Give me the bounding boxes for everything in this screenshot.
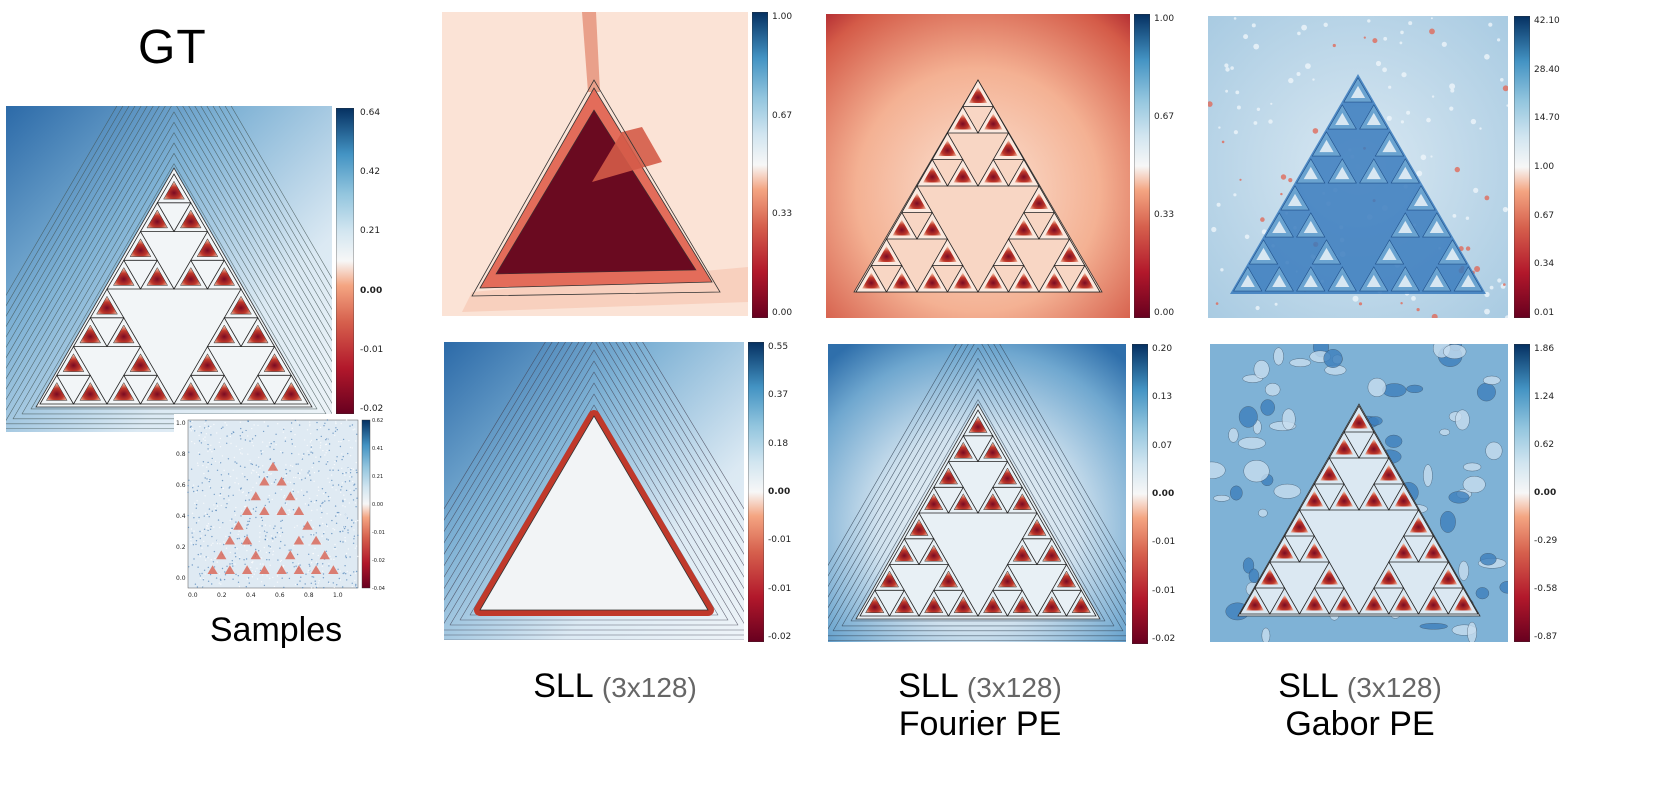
fourier-caption: SLL (3x128) Fourier PE <box>860 668 1100 742</box>
gt-title: GT <box>138 20 207 75</box>
colorbar-tick: 14.70 <box>1534 113 1560 123</box>
sll-caption-arch: (3x128) <box>602 672 697 703</box>
colorbar-tick: 0.21 <box>360 226 380 236</box>
colorbar-tick: 0.37 <box>768 390 788 400</box>
samples-colorbar-tick: -0.01 <box>372 530 385 536</box>
samples-y-tick: 0.8 <box>176 451 186 458</box>
fourier-bottom-heatmap <box>828 344 1126 642</box>
colorbar-tick: 0.01 <box>1534 308 1554 318</box>
samples-colorbar-ticks: 0.62 0.41 0.21 0.00 -0.01 -0.02 -0.04 <box>372 418 394 594</box>
fourier-top-colorbar-ticks: 1.00 0.67 0.33 0.00 <box>1154 14 1194 318</box>
samples-x-tick: 0.8 <box>304 592 314 599</box>
samples-colorbar-tick: 0.62 <box>372 418 383 424</box>
colorbar-tick: 28.40 <box>1534 65 1560 75</box>
colorbar-tick: 0.64 <box>360 108 380 118</box>
samples-colorbar-tick: 0.41 <box>372 446 383 452</box>
colorbar-tick: -0.01 <box>1152 537 1175 547</box>
colorbar-tick: 0.13 <box>1152 392 1172 402</box>
colorbar-tick: 1.00 <box>1534 162 1554 172</box>
colorbar-tick: -0.01 <box>360 345 383 355</box>
colorbar-tick: -0.02 <box>1152 634 1175 644</box>
colorbar-tick: 0.00 <box>772 308 792 318</box>
colorbar-tick: 0.42 <box>360 167 380 177</box>
gabor-caption: SLL (3x128) Gabor PE <box>1240 668 1480 742</box>
colorbar-tick: -0.87 <box>1534 632 1557 642</box>
samples-x-tick: 0.2 <box>217 592 227 599</box>
colorbar-tick: 0.33 <box>772 209 792 219</box>
colorbar-tick: 0.55 <box>768 342 788 352</box>
samples-caption: Samples <box>206 612 346 648</box>
samples-x-tick: 0.6 <box>275 592 285 599</box>
samples-y-tick: 1.0 <box>176 420 186 427</box>
fourier-top-heatmap <box>826 14 1130 318</box>
sll-top-heatmap <box>442 12 748 316</box>
colorbar-tick: 0.34 <box>1534 259 1554 269</box>
samples-inset <box>174 414 394 600</box>
sll-bottom-colorbar <box>748 342 764 642</box>
samples-colorbar-tick: -0.02 <box>372 558 385 564</box>
samples-y-tick: 0.4 <box>176 513 186 520</box>
gabor-top-heatmap <box>1208 16 1508 318</box>
colorbar-tick: 0.67 <box>772 111 792 121</box>
gabor-top-colorbar-ticks: 42.10 28.40 14.70 1.00 0.67 0.34 0.01 <box>1534 16 1574 318</box>
fourier-caption-arch: (3x128) <box>967 672 1062 703</box>
colorbar-tick: 42.10 <box>1534 16 1560 26</box>
colorbar-tick: -0.02 <box>768 632 791 642</box>
colorbar-tick: 0.00 <box>1534 488 1556 498</box>
gt-colorbar <box>336 108 354 414</box>
colorbar-tick: 0.00 <box>1154 308 1174 318</box>
samples-y-tick: 0.6 <box>176 482 186 489</box>
colorbar-tick: -0.02 <box>360 404 383 414</box>
colorbar-tick: -0.01 <box>1152 586 1175 596</box>
colorbar-tick: -0.58 <box>1534 584 1557 594</box>
fourier-bottom-colorbar <box>1132 344 1148 644</box>
sll-bottom-heatmap <box>444 342 744 640</box>
samples-colorbar-tick: -0.04 <box>372 586 385 592</box>
sll-caption: SLL (3x128) <box>500 668 730 706</box>
gabor-caption-arch: (3x128) <box>1347 672 1442 703</box>
fourier-caption-model: SLL <box>898 667 957 705</box>
sll-top-colorbar <box>752 12 768 318</box>
fourier-caption-pe: Fourier PE <box>899 705 1062 743</box>
fourier-bottom-colorbar-ticks: 0.20 0.13 0.07 0.00 -0.01 -0.01 -0.02 <box>1152 344 1192 644</box>
colorbar-tick: 0.00 <box>1152 489 1174 499</box>
colorbar-tick: -0.29 <box>1534 536 1557 546</box>
samples-colorbar-tick: 0.21 <box>372 474 383 480</box>
gabor-bottom-colorbar-ticks: 1.86 1.24 0.62 0.00 -0.29 -0.58 -0.87 <box>1534 344 1574 642</box>
gt-colorbar-ticks: 0.64 0.42 0.21 0.00 -0.01 -0.02 <box>360 108 400 414</box>
colorbar-tick: 0.00 <box>360 286 382 296</box>
colorbar-tick: 0.07 <box>1152 441 1172 451</box>
colorbar-tick: 1.00 <box>1154 14 1174 24</box>
samples-x-tick: 0.0 <box>188 592 198 599</box>
colorbar-tick: -0.01 <box>768 584 791 594</box>
colorbar-tick: 0.67 <box>1154 112 1174 122</box>
colorbar-tick: 1.24 <box>1534 392 1554 402</box>
colorbar-tick: 1.00 <box>772 12 792 22</box>
samples-x-tick: 0.4 <box>246 592 256 599</box>
gabor-bottom-heatmap <box>1210 344 1508 642</box>
gt-heatmap <box>6 106 332 432</box>
sll-bottom-colorbar-ticks: 0.55 0.37 0.18 0.00 -0.01 -0.01 -0.02 <box>768 342 808 642</box>
colorbar-tick: 0.00 <box>768 487 790 497</box>
colorbar-tick: 0.18 <box>768 439 788 449</box>
gabor-bottom-colorbar <box>1514 344 1530 642</box>
colorbar-tick: -0.01 <box>768 535 791 545</box>
samples-x-tick: 1.0 <box>333 592 343 599</box>
sll-top-colorbar-ticks: 1.00 0.67 0.33 0.00 <box>772 12 812 318</box>
colorbar-tick: 1.86 <box>1534 344 1554 354</box>
gabor-top-colorbar <box>1514 16 1530 318</box>
samples-x-ticks: 0.0 0.2 0.4 0.6 0.8 1.0 <box>188 592 348 602</box>
sll-caption-model: SLL <box>533 667 592 705</box>
colorbar-tick: 0.67 <box>1534 211 1554 221</box>
samples-y-tick: 0.2 <box>176 544 186 551</box>
samples-y-tick: 0.0 <box>176 575 186 582</box>
colorbar-tick: 0.62 <box>1534 440 1554 450</box>
gabor-caption-model: SLL <box>1278 667 1337 705</box>
colorbar-tick: 0.33 <box>1154 210 1174 220</box>
fourier-top-colorbar <box>1134 14 1150 318</box>
samples-y-ticks: 1.0 0.8 0.6 0.4 0.2 0.0 <box>176 420 188 580</box>
samples-colorbar-tick: 0.00 <box>372 502 383 508</box>
gabor-caption-pe: Gabor PE <box>1285 705 1434 743</box>
colorbar-tick: 0.20 <box>1152 344 1172 354</box>
